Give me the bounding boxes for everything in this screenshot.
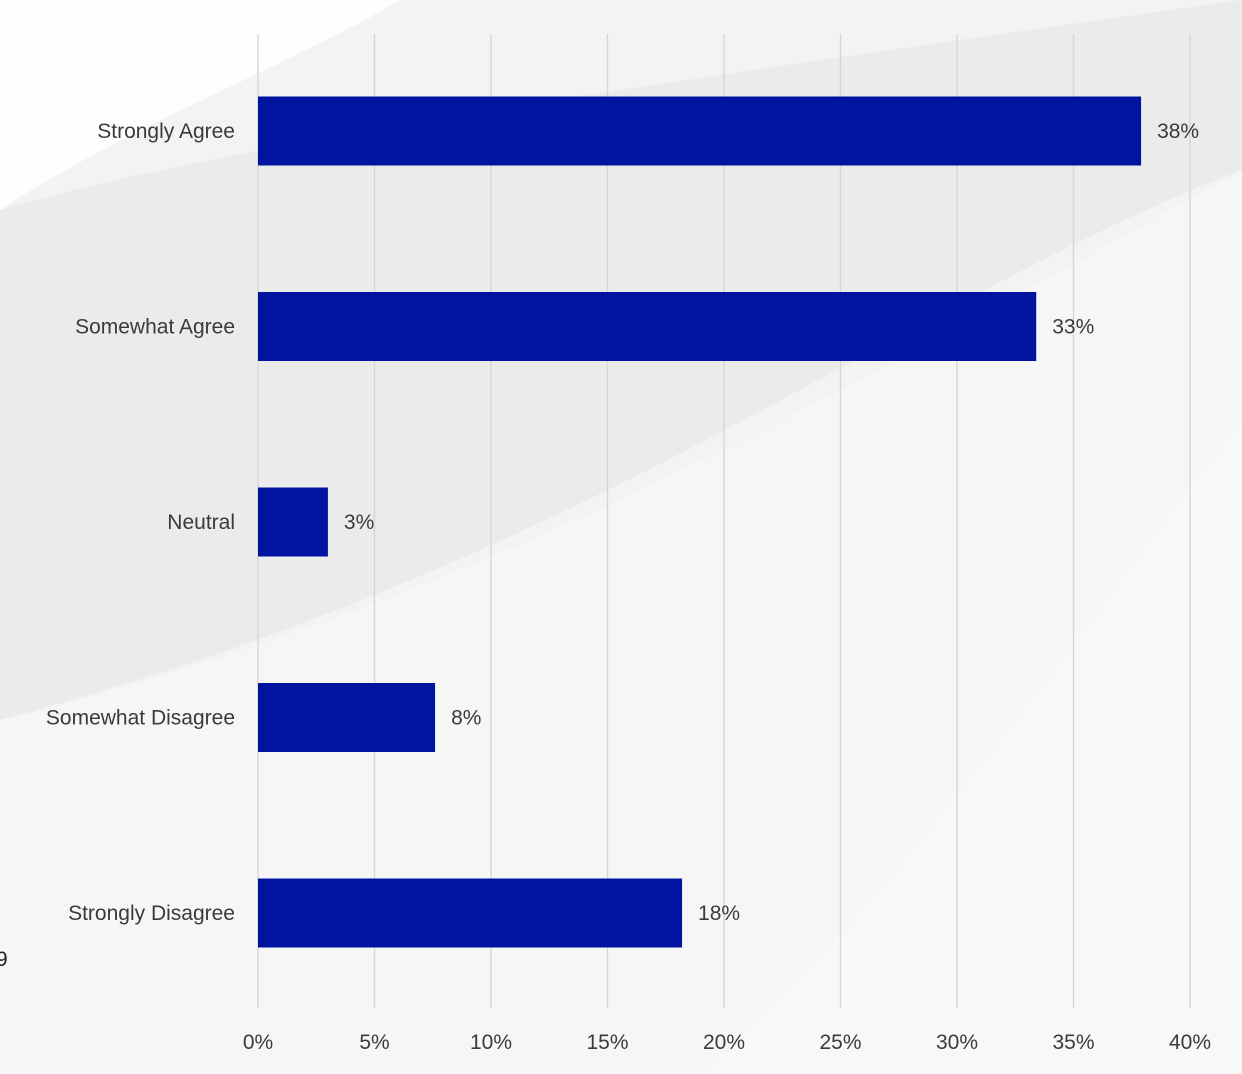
category-label: Somewhat Agree (75, 316, 235, 339)
value-label: 18% (698, 902, 740, 925)
category-label: Strongly Disagree (68, 902, 235, 925)
bar (258, 878, 683, 948)
x-tick-label: 20% (703, 1031, 745, 1054)
gridlines (257, 34, 1191, 1008)
stray-text: 9 (0, 948, 8, 971)
bars (258, 96, 1142, 948)
labels: 0% 5% 10% 15% 20% 25% 30% 35% 40% Strongly Agree 3… (46, 120, 1211, 1054)
x-tick-label: 10% (470, 1031, 512, 1054)
x-tick-label: 0% (243, 1031, 273, 1054)
x-tick-label: 35% (1052, 1031, 1094, 1054)
x-tick-label: 30% (936, 1031, 978, 1054)
category-label: Strongly Agree (97, 120, 235, 143)
x-tick-label: 40% (1169, 1031, 1211, 1054)
value-label: 3% (344, 511, 374, 534)
x-tick-label: 25% (819, 1031, 861, 1054)
value-label: 38% (1157, 120, 1199, 143)
bar (258, 292, 1037, 361)
bar (258, 487, 328, 557)
bar (258, 96, 1142, 166)
category-label: Neutral (167, 511, 235, 534)
value-label: 33% (1052, 316, 1094, 339)
category-label: Somewhat Disagree (46, 707, 235, 730)
x-tick-label: 5% (359, 1031, 389, 1054)
bar (258, 683, 436, 752)
x-tick-label: 15% (586, 1031, 628, 1054)
value-label: 8% (451, 707, 481, 730)
